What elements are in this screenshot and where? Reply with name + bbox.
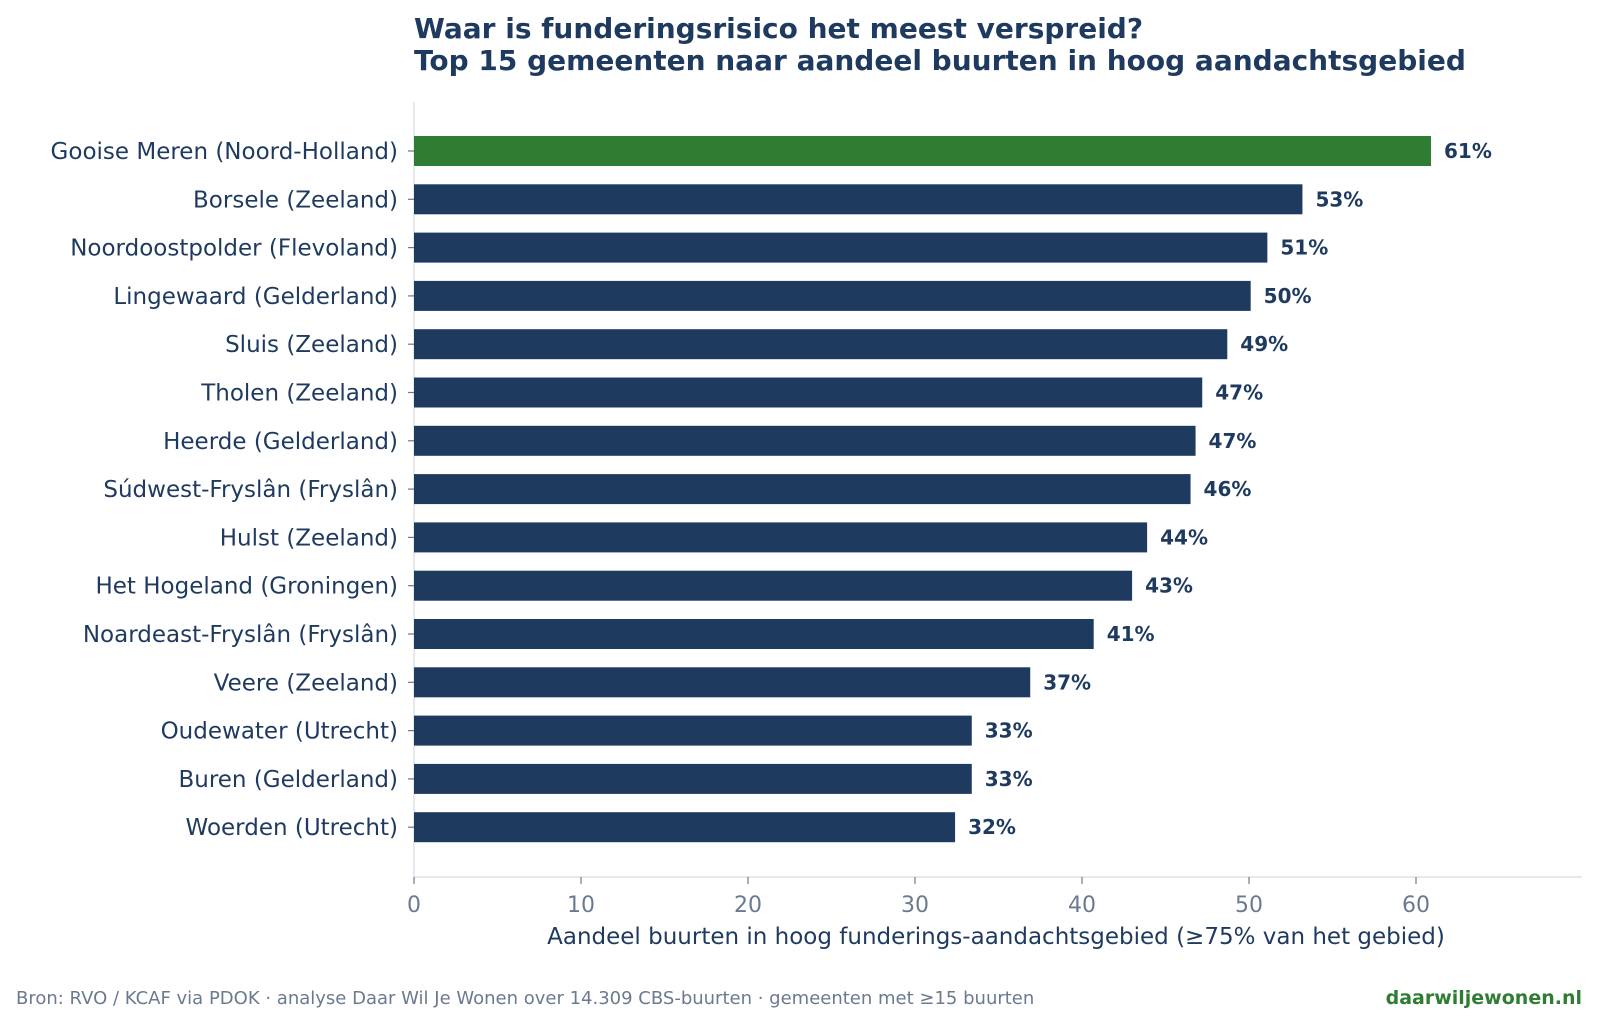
footer-source: Bron: RVO / KCAF via PDOK · analyse Daar… <box>16 988 1035 1009</box>
value-label: 49% <box>1240 332 1288 356</box>
category-label: Noordoostpolder (Flevoland) <box>70 236 398 262</box>
x-tick-label: 20 <box>734 893 762 918</box>
value-label: 32% <box>968 815 1016 839</box>
bar-5 <box>414 377 1203 408</box>
bar-1 <box>414 184 1303 215</box>
bar-12 <box>414 715 972 746</box>
bar-11 <box>414 667 1031 698</box>
x-axis-ticks: 0 10 20 30 40 50 60 <box>407 877 1430 918</box>
category-label: Het Hogeland (Groningen) <box>95 574 398 600</box>
category-label: Veere (Zeeland) <box>214 670 398 696</box>
x-tick-label: 10 <box>567 893 595 918</box>
value-label: 51% <box>1280 236 1328 260</box>
bar-6 <box>414 425 1196 456</box>
category-label: Tholen (Zeeland) <box>200 381 398 407</box>
category-label: Noardeast-Fryslân (Fryslân) <box>83 622 398 648</box>
category-label: Sluis (Zeeland) <box>225 332 398 358</box>
value-label: 47% <box>1209 429 1257 453</box>
value-label: 46% <box>1204 477 1252 501</box>
x-axis-label: Aandeel buurten in hoog funderings-aanda… <box>547 924 1445 950</box>
category-label: Lingewaard (Gelderland) <box>113 284 398 310</box>
bar-4 <box>414 329 1228 360</box>
category-label: Hulst (Zeeland) <box>220 525 398 551</box>
bar-7 <box>414 474 1191 505</box>
value-label: 44% <box>1160 525 1208 549</box>
x-tick-label: 30 <box>901 893 929 918</box>
value-label: 33% <box>985 767 1033 791</box>
x-tick-label: 60 <box>1402 893 1430 918</box>
category-label: Heerde (Gelderland) <box>163 429 398 455</box>
value-label: 61% <box>1444 139 1492 163</box>
value-label: 47% <box>1215 381 1263 405</box>
chart-bars <box>414 136 1432 843</box>
category-label: Oudewater (Utrecht) <box>161 719 398 745</box>
value-label: 37% <box>1043 670 1091 694</box>
bar-8 <box>414 522 1148 553</box>
category-label: Gooise Meren (Noord-Holland) <box>51 139 398 165</box>
x-tick-label: 0 <box>407 893 421 918</box>
category-label: Woerden (Utrecht) <box>186 815 398 841</box>
bar-10 <box>414 619 1094 649</box>
value-labels: 61% 53% 51% 50% 49% 47% 47% 46% 44% 43% 41% 37% 33% 3… <box>968 139 1492 839</box>
bar-14 <box>414 812 956 843</box>
value-label: 33% <box>985 719 1033 743</box>
category-label: Buren (Gelderland) <box>178 767 398 793</box>
x-tick-label: 50 <box>1235 893 1263 918</box>
value-label: 41% <box>1107 622 1155 646</box>
footer-brand: daarwiljewonen.nl <box>1385 987 1582 1009</box>
bar-13 <box>414 763 972 794</box>
value-label: 50% <box>1264 284 1312 308</box>
x-tick-label: 40 <box>1068 893 1096 918</box>
category-label: Borsele (Zeeland) <box>193 187 398 213</box>
category-labels: Gooise Meren (Noord-Holland) Borsele (Zee… <box>51 139 398 841</box>
bar-9 <box>414 570 1133 601</box>
bar-2 <box>414 232 1268 263</box>
value-label: 53% <box>1315 187 1363 211</box>
chart-title-line-1: Waar is funderingsrisico het meest versp… <box>414 12 1143 45</box>
category-label: Súdwest-Fryslân (Fryslân) <box>103 477 398 503</box>
bar-0 <box>414 136 1432 166</box>
chart-title-line-2: Top 15 gemeenten naar aandeel buurten in… <box>414 44 1466 77</box>
bar-3 <box>414 280 1251 311</box>
value-label: 43% <box>1145 574 1193 598</box>
